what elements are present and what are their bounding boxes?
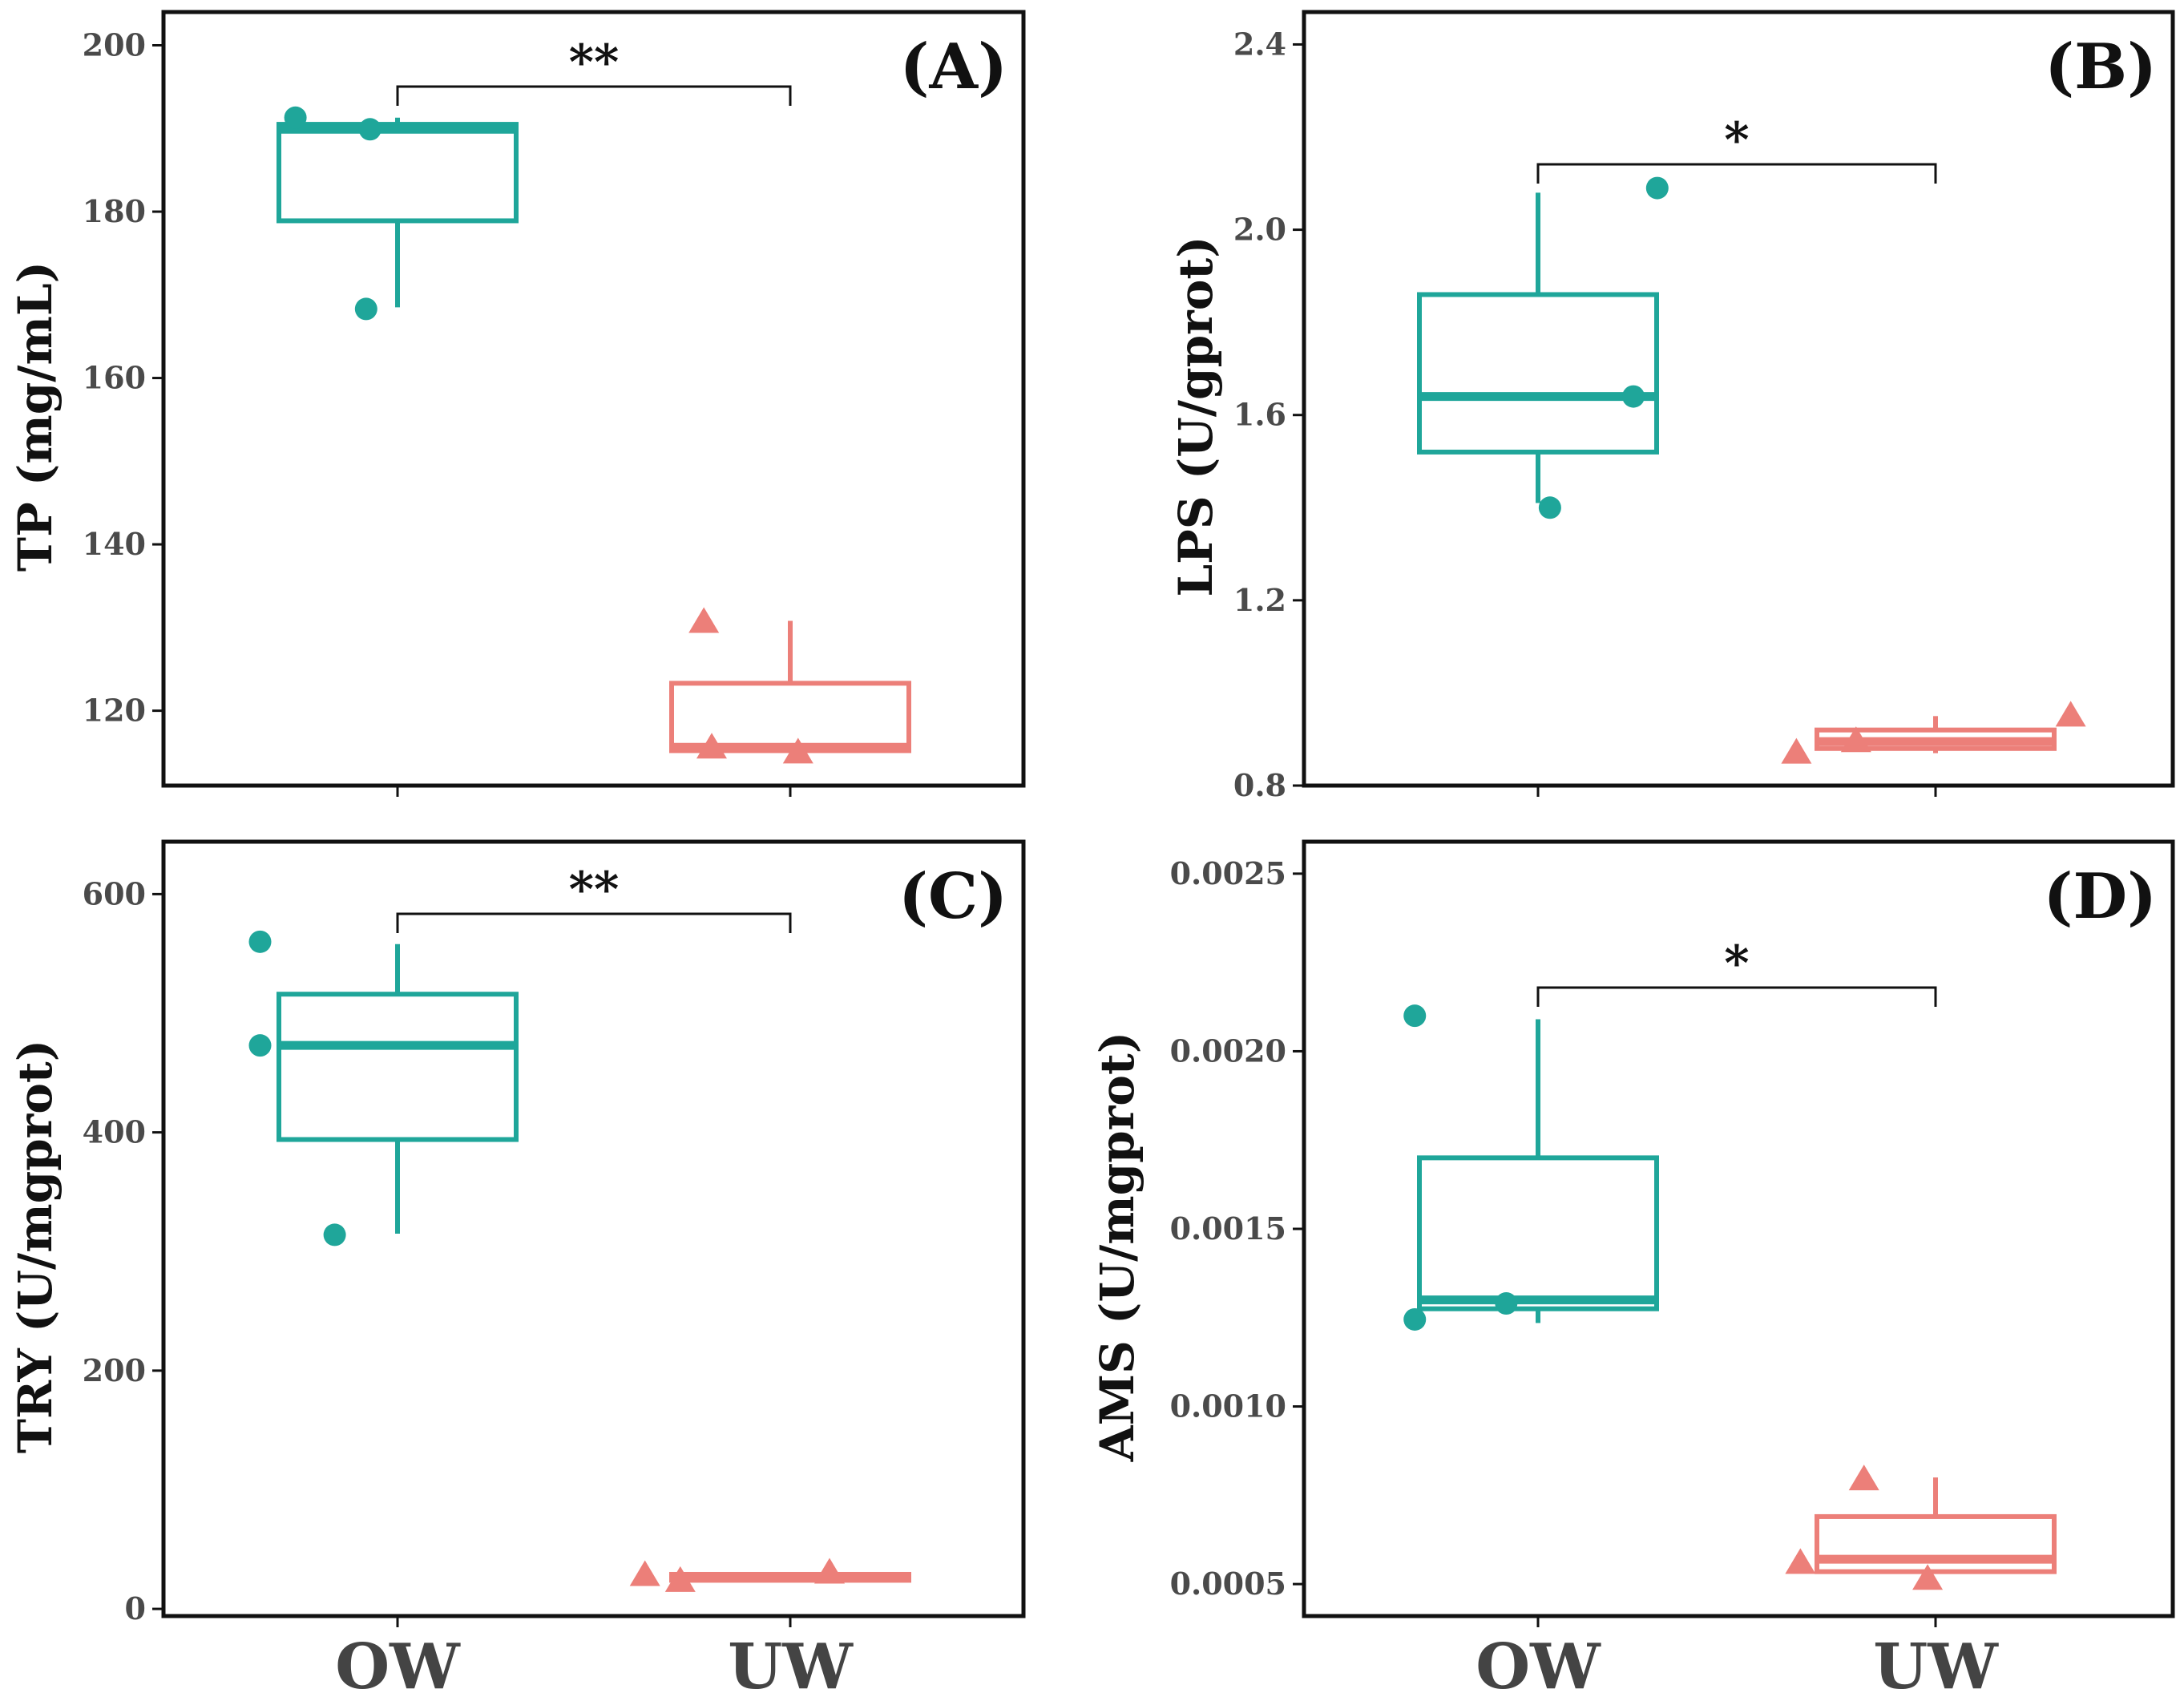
data-point-triangle — [1848, 1465, 1879, 1491]
box-iqr — [1815, 1513, 2057, 1574]
data-point-circle — [284, 106, 307, 129]
plot-frame — [161, 839, 1026, 1618]
panel-a: 120 140 160 180 200 TP (mg/mL) (A) ** — [8, 10, 1026, 797]
y-axis-label: TP (mg/mL) — [8, 261, 63, 572]
y-tick-label: 2.0 — [1233, 212, 1286, 248]
data-point-triangle — [1781, 737, 1812, 764]
y-tick-label: 0.0015 — [1170, 1210, 1286, 1247]
x-category-label: OW — [1476, 1630, 1601, 1693]
data-point-triangle — [1912, 1564, 1944, 1590]
data-point-circle — [1538, 496, 1561, 519]
x-category-label: UW — [1873, 1630, 1999, 1693]
panel-label: (C) — [898, 860, 1007, 933]
panel-label: (D) — [2044, 860, 2157, 933]
data-point-triangle — [629, 1560, 660, 1586]
data-point-circle — [1403, 1004, 1427, 1028]
y-tick-label: 140 — [83, 526, 146, 562]
significance-label: ** — [569, 34, 620, 91]
y-tick-label: 0.0020 — [1170, 1032, 1286, 1069]
y-axis-label: LPS (U/gprot) — [1169, 236, 1223, 596]
y-tick-label: 0.0025 — [1170, 855, 1286, 891]
y-tick-label: 0.0005 — [1170, 1566, 1286, 1602]
panel-label: (B) — [2045, 30, 2157, 103]
significance-label: * — [1724, 112, 1749, 168]
y-tick-label: 180 — [83, 193, 146, 229]
data-point-triangle — [688, 607, 720, 633]
plot-frame — [1302, 10, 2175, 788]
plot-frame — [161, 10, 1026, 788]
significance-bracket — [396, 912, 792, 933]
panel-d: 0.0005 0.0010 0.0015 0.0020 0.0025 OW UW AMS (U… — [1090, 839, 2175, 1693]
data-point-triangle — [782, 737, 813, 764]
data-point-circle — [358, 118, 381, 141]
panel-label: (A) — [900, 30, 1007, 103]
data-point-circle — [1495, 1292, 1518, 1315]
y-tick-label: 1.6 — [1233, 397, 1286, 433]
y-tick-label: 160 — [83, 360, 146, 396]
data-point-circle — [1403, 1307, 1427, 1331]
y-tick-label: 200 — [83, 1352, 146, 1388]
y-tick-label: 2.4 — [1233, 26, 1286, 62]
y-tick-label: 1.2 — [1233, 582, 1286, 618]
data-point-triangle — [664, 1566, 696, 1592]
data-point-circle — [1622, 385, 1645, 408]
panel-c: 0 200 400 600 OW UW TRY (U/mgprot) (C) ** — [8, 839, 1026, 1693]
x-category-label: UW — [728, 1630, 854, 1693]
panel-b: 0.8 1.2 1.6 2.0 2.4 LPS (U/gprot) (B) * — [1169, 10, 2175, 803]
box-iqr — [277, 122, 519, 224]
y-tick-label: 600 — [83, 875, 146, 911]
data-point-circle — [323, 1223, 346, 1247]
y-tick-label: 200 — [83, 27, 146, 63]
data-point-triangle — [1840, 726, 1871, 753]
y-tick-label: 0 — [125, 1590, 146, 1626]
data-point-triangle — [1785, 1548, 1816, 1574]
box-iqr — [1417, 1155, 1659, 1311]
y-axis-label: AMS (U/mgprot) — [1090, 1032, 1144, 1462]
y-tick-label: 0.0010 — [1170, 1388, 1286, 1424]
significance-bracket — [1536, 163, 1937, 184]
data-point-circle — [248, 1034, 272, 1057]
data-point-triangle — [814, 1558, 845, 1584]
data-point-triangle — [696, 733, 727, 759]
y-tick-label: 120 — [83, 693, 146, 729]
significance-label: * — [1724, 935, 1749, 992]
x-category-label: OW — [335, 1630, 461, 1693]
y-axis-label: TRY (U/mgprot) — [8, 1040, 63, 1453]
box-iqr — [277, 992, 519, 1142]
data-point-circle — [1645, 176, 1669, 200]
box-iqr — [1417, 292, 1659, 455]
y-tick-label: 400 — [83, 1114, 146, 1150]
significance-bracket — [396, 85, 792, 106]
significance-label: ** — [569, 862, 620, 918]
data-point-triangle — [2055, 701, 2086, 727]
significance-bracket — [1536, 986, 1937, 1007]
y-tick-label: 0.8 — [1233, 767, 1286, 803]
data-point-circle — [354, 297, 377, 321]
data-point-circle — [248, 930, 272, 953]
